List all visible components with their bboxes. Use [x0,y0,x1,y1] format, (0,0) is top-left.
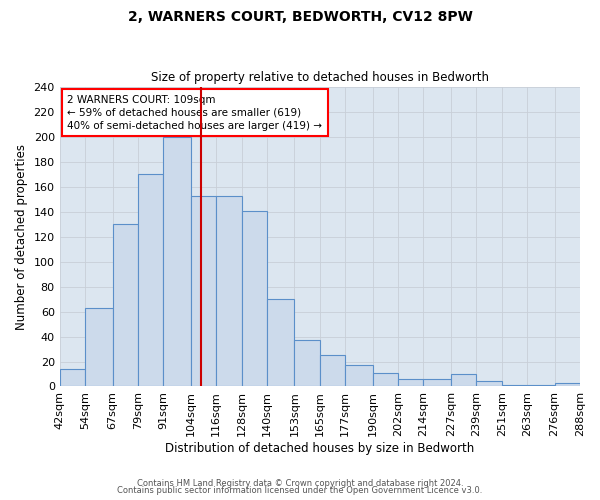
Bar [191,196,216,386]
Bar [476,382,502,386]
Bar [59,369,85,386]
Bar [424,379,451,386]
Text: Contains public sector information licensed under the Open Government Licence v3: Contains public sector information licen… [118,486,482,495]
Bar [373,372,398,386]
X-axis label: Distribution of detached houses by size in Bedworth: Distribution of detached houses by size … [165,442,475,455]
Bar [113,224,138,386]
Bar [527,385,554,386]
Bar [554,382,580,386]
Bar [267,299,295,386]
Text: 2, WARNERS COURT, BEDWORTH, CV12 8PW: 2, WARNERS COURT, BEDWORTH, CV12 8PW [128,10,472,24]
Title: Size of property relative to detached houses in Bedworth: Size of property relative to detached ho… [151,72,489,85]
Bar [216,196,242,386]
Bar [451,374,476,386]
Bar [398,379,424,386]
Bar [295,340,320,386]
Bar [85,308,113,386]
Y-axis label: Number of detached properties: Number of detached properties [15,144,28,330]
Bar [502,385,527,386]
Bar [242,210,267,386]
Bar [163,137,191,386]
Text: Contains HM Land Registry data © Crown copyright and database right 2024.: Contains HM Land Registry data © Crown c… [137,478,463,488]
Bar [320,356,345,386]
Text: 2 WARNERS COURT: 109sqm
← 59% of detached houses are smaller (619)
40% of semi-d: 2 WARNERS COURT: 109sqm ← 59% of detache… [67,94,322,131]
Bar [138,174,163,386]
Bar [345,366,373,386]
